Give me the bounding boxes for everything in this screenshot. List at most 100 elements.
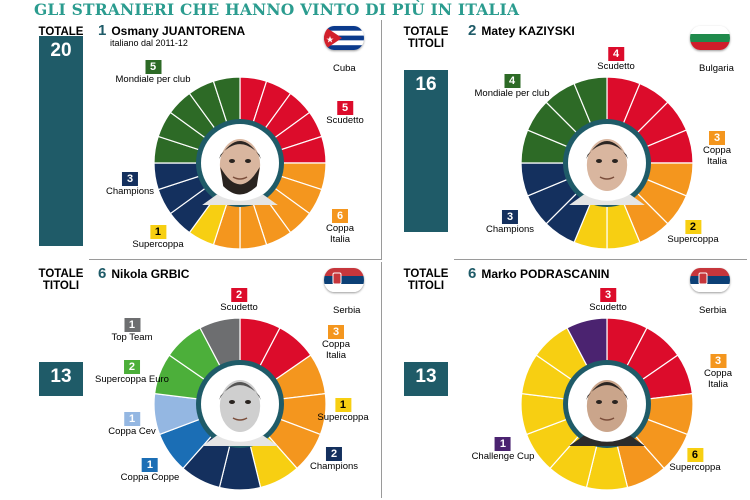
- legend-supercoppa: 2 Supercoppa: [667, 220, 719, 246]
- title-name: Mondiale per club: [474, 88, 550, 99]
- player-first-name: Osmany: [111, 24, 159, 38]
- title-name: Scudetto: [589, 302, 627, 313]
- legend-supercoppa: 1 Supercoppa: [317, 398, 369, 424]
- title-count-badge: 1: [123, 318, 140, 332]
- titles-donut-chart: [520, 76, 694, 250]
- legend-scudetto: 3 Scudetto: [589, 288, 627, 314]
- player-country: Cuba: [333, 63, 356, 74]
- title-count-badge: 2: [231, 288, 247, 302]
- player-subtitle: italiano dal 2011-12: [110, 38, 188, 48]
- title-name: Scudetto: [326, 115, 364, 126]
- legend-champions: 3 Champions: [106, 172, 154, 198]
- title-name: Coppa Cev: [108, 426, 156, 437]
- title-name: Coppa Italia: [703, 145, 731, 167]
- legend-champions: 3 Champions: [486, 210, 534, 236]
- player-photo: [568, 124, 646, 205]
- title-count-badge: 1: [124, 412, 140, 426]
- player-panel-1: TOTALE TITOLI20 1 Osmany JUANTORENAitalian…: [33, 20, 382, 260]
- flag-serbia-icon: [690, 268, 730, 292]
- title-name: Supercoppa: [669, 462, 721, 473]
- legend-mondiale-per-club: 4 Mondiale per club: [475, 74, 550, 100]
- title-count-badge: 4: [504, 74, 520, 88]
- player-rank: 6: [468, 265, 477, 282]
- title-name: Scudetto: [597, 61, 635, 72]
- title-count-badge: 3: [502, 210, 518, 224]
- legend-challenge-cup: 1 Challenge Cup: [471, 437, 535, 463]
- page-title: GLI STRANIERI CHE HANNO VINTO DI PIÙ IN …: [34, 0, 520, 19]
- player-last-name: PODRASCANIN: [520, 267, 610, 281]
- title-name: Top Team: [111, 332, 153, 343]
- title-count-badge: 2: [326, 447, 342, 461]
- legend-coppa-italia: 3 Coppa Italia: [704, 354, 733, 390]
- title-count-badge: 6: [332, 209, 348, 223]
- total-titles-box: TOTALE TITOLI 16: [398, 20, 454, 260]
- panel-frame: [398, 20, 747, 260]
- flag-bulgaria-icon: [690, 26, 730, 50]
- player-panel-3: TOTALE TITOLI 13 6 Nikola GRBIC Serbia 2 Scude…: [33, 262, 382, 498]
- title-name: Coppa Coppe: [120, 472, 180, 483]
- legend-coppa-italia: 3 Coppa Italia: [313, 325, 359, 361]
- player-last-name: GRBIC: [150, 267, 190, 281]
- player-rank: 6: [98, 265, 107, 282]
- player-name: 1 Osmany JUANTORENA: [98, 22, 245, 39]
- flag-cuba-icon: [324, 26, 364, 50]
- player-country: Bulgaria: [699, 63, 734, 74]
- player-name: 6 Marko PODRASCANIN: [468, 265, 609, 282]
- title-count-badge: 3: [328, 325, 344, 339]
- total-titles-label: TOTALE TITOLI: [403, 268, 449, 292]
- player-country: Serbia: [333, 305, 361, 316]
- player-photo: [201, 124, 279, 205]
- legend-coppa-cev: 1 Coppa Cev: [108, 412, 156, 438]
- player-name: 2 Matey KAZIYSKI: [468, 22, 575, 39]
- title-name: Champions: [485, 224, 535, 235]
- legend-coppa-coppe: 1 Coppa Coppe: [120, 458, 180, 484]
- player-panel-2: TOTALE TITOLI 16 2 Matey KAZIYSKI Bulgaria 4 S…: [398, 20, 747, 260]
- title-name: Coppa Italia: [704, 368, 732, 390]
- total-titles-label: TOTALE TITOLI: [38, 268, 84, 292]
- title-count-badge: 5: [145, 60, 161, 74]
- legend-scudetto: 4 Scudetto: [597, 47, 635, 73]
- title-name: Supercoppa Euro: [95, 374, 169, 385]
- player-last-name: JUANTORENA: [162, 24, 246, 38]
- total-titles-bar: 13: [39, 362, 83, 396]
- player-panel-4: TOTALE TITOLI 13 6 Marko PODRASCANIN Serbia 3…: [398, 262, 747, 498]
- player-first-name: Matey: [481, 24, 516, 38]
- player-country: Serbia: [699, 305, 727, 316]
- player-photo: [568, 365, 646, 446]
- titles-donut-chart: [153, 317, 327, 491]
- title-count-badge: 1: [149, 225, 166, 239]
- title-name: Champions: [309, 461, 359, 472]
- player-rank: 2: [468, 22, 477, 39]
- legend-top-team: 1 Top Team: [111, 318, 153, 344]
- player-rank: 1: [98, 22, 107, 39]
- title-name: Champions: [105, 186, 155, 197]
- total-titles-bar: 16: [404, 70, 448, 232]
- total-titles-box: TOTALE TITOLI 13: [33, 262, 89, 498]
- title-name: Supercoppa: [132, 239, 184, 250]
- player-first-name: Nikola: [111, 267, 148, 281]
- panel-frame: [33, 262, 382, 498]
- title-count-badge: 2: [123, 360, 140, 374]
- total-titles-value: 13: [415, 366, 437, 387]
- title-count-badge: 1: [494, 437, 511, 451]
- title-count-badge: 3: [710, 354, 726, 368]
- title-count-badge: 1: [141, 458, 158, 472]
- legend-coppa-italia: 3 Coppa Italia: [702, 131, 732, 167]
- legend-supercoppa-euro: 2 Supercoppa Euro: [95, 360, 169, 386]
- title-count-badge: 3: [122, 172, 138, 186]
- title-count-badge: 6: [686, 448, 703, 462]
- total-titles-bar: 20: [39, 36, 83, 246]
- title-count-badge: 4: [608, 47, 624, 61]
- title-name: Scudetto: [220, 302, 258, 313]
- title-name: Coppa Italia: [322, 339, 350, 361]
- title-name: Challenge Cup: [471, 451, 535, 462]
- legend-scudetto: 2 Scudetto: [220, 288, 258, 314]
- total-titles-value: 20: [50, 40, 72, 61]
- panel-frame: [33, 20, 382, 260]
- legend-supercoppa: 1 Supercoppa: [132, 225, 184, 251]
- title-name: Supercoppa: [667, 234, 719, 245]
- total-titles-value: 16: [415, 74, 437, 95]
- legend-scudetto: 5 Scudetto: [326, 101, 364, 127]
- title-name: Coppa Italia: [326, 223, 354, 245]
- total-titles-label: TOTALE TITOLI: [403, 26, 449, 50]
